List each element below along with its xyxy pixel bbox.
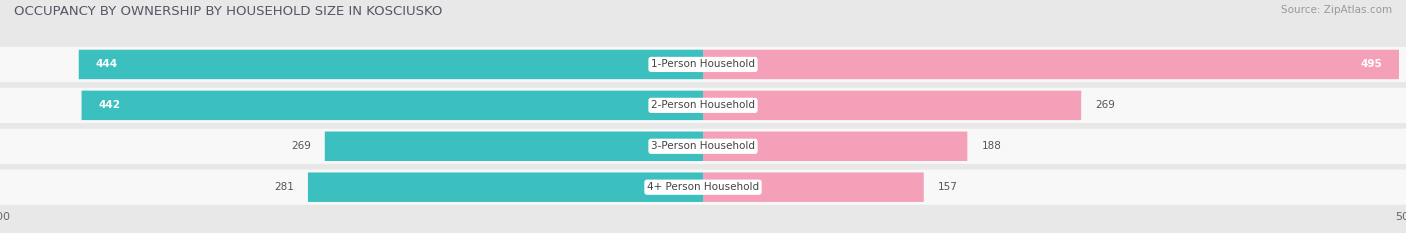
Text: 281: 281 bbox=[274, 182, 294, 192]
Text: 442: 442 bbox=[98, 100, 121, 110]
Text: 2-Person Household: 2-Person Household bbox=[651, 100, 755, 110]
Text: 188: 188 bbox=[981, 141, 1001, 151]
Text: 3-Person Household: 3-Person Household bbox=[651, 141, 755, 151]
Text: 1-Person Household: 1-Person Household bbox=[651, 59, 755, 69]
Text: Source: ZipAtlas.com: Source: ZipAtlas.com bbox=[1281, 5, 1392, 15]
FancyBboxPatch shape bbox=[308, 172, 703, 202]
FancyBboxPatch shape bbox=[0, 47, 1406, 82]
Text: 4+ Person Household: 4+ Person Household bbox=[647, 182, 759, 192]
FancyBboxPatch shape bbox=[703, 172, 924, 202]
FancyBboxPatch shape bbox=[0, 170, 1406, 205]
Text: 269: 269 bbox=[1095, 100, 1115, 110]
FancyBboxPatch shape bbox=[79, 50, 703, 79]
Text: OCCUPANCY BY OWNERSHIP BY HOUSEHOLD SIZE IN KOSCIUSKO: OCCUPANCY BY OWNERSHIP BY HOUSEHOLD SIZE… bbox=[14, 5, 443, 18]
FancyBboxPatch shape bbox=[0, 88, 1406, 123]
FancyBboxPatch shape bbox=[82, 91, 703, 120]
FancyBboxPatch shape bbox=[325, 132, 703, 161]
FancyBboxPatch shape bbox=[703, 132, 967, 161]
FancyBboxPatch shape bbox=[703, 91, 1081, 120]
Text: 495: 495 bbox=[1361, 59, 1382, 69]
Text: 157: 157 bbox=[938, 182, 957, 192]
Text: 269: 269 bbox=[291, 141, 311, 151]
Text: 444: 444 bbox=[96, 59, 118, 69]
FancyBboxPatch shape bbox=[0, 129, 1406, 164]
FancyBboxPatch shape bbox=[703, 50, 1399, 79]
